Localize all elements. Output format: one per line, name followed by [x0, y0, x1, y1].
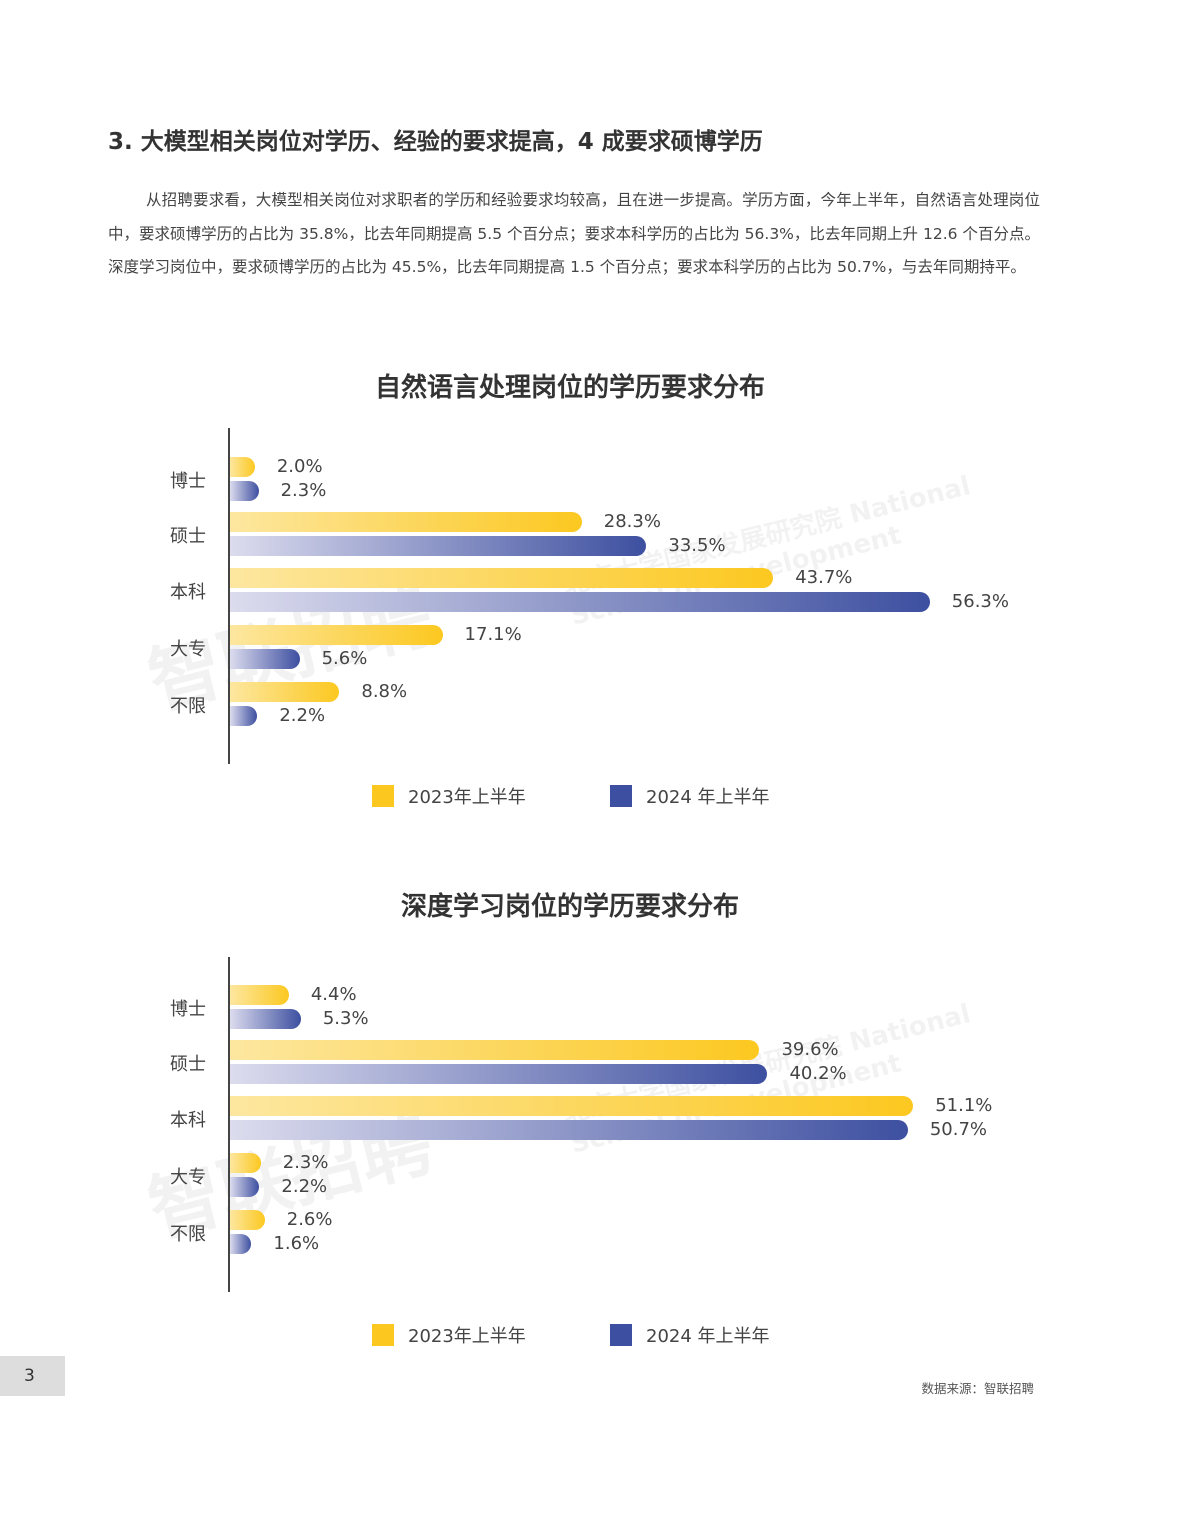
data-label: 33.5%	[668, 535, 726, 556]
legend-item: 2023年上半年	[372, 1322, 526, 1348]
bar-2023	[230, 1040, 760, 1060]
category-label: 本科	[170, 582, 206, 603]
category-label: 硕士	[170, 526, 206, 547]
bar-2023	[230, 457, 255, 477]
data-label: 1.6%	[273, 1233, 320, 1254]
category-label: 硕士	[170, 1054, 206, 1075]
category-label: 博士	[170, 471, 206, 492]
bar-2023	[230, 625, 443, 645]
category-label: 大专	[170, 639, 206, 660]
data-label: 2.6%	[286, 1209, 333, 1230]
bar-2023	[230, 1096, 914, 1116]
bar-2023	[230, 985, 289, 1005]
category-label: 博士	[170, 999, 206, 1020]
bar-2024	[230, 1009, 301, 1029]
legend-label: 2024 年上半年	[646, 787, 770, 808]
data-label: 2.0%	[276, 456, 323, 477]
data-label: 40.2%	[789, 1063, 847, 1084]
data-label: 50.7%	[929, 1119, 988, 1140]
data-label: 51.1%	[935, 1095, 993, 1116]
bar-2024	[230, 1177, 260, 1197]
category-label: 不限	[170, 1224, 206, 1245]
category-label: 本科	[170, 1110, 206, 1131]
data-label: 4.4%	[310, 984, 357, 1005]
bar-2023	[230, 568, 774, 588]
legend-swatch	[610, 1324, 632, 1346]
data-label: 2.2%	[279, 705, 326, 726]
legend-swatch	[372, 1324, 394, 1346]
data-source: 数据来源：智联招聘	[921, 1381, 1034, 1396]
data-label: 17.1%	[464, 624, 522, 645]
legend-label: 2023年上半年	[408, 1326, 526, 1347]
legend-item: 2023年上半年	[372, 783, 526, 809]
data-label: 43.7%	[795, 567, 853, 588]
bar-2023	[230, 1153, 261, 1173]
bar-2023	[230, 1210, 265, 1230]
legend-swatch	[372, 785, 394, 807]
body-paragraph: 从招聘要求看，大模型相关岗位对求职者的学历和经验要求均较高，且在进一步提高。学历…	[108, 191, 1040, 276]
bar-2024	[230, 536, 647, 556]
legend-label: 2024 年上半年	[646, 1326, 770, 1347]
data-label: 2.2%	[281, 1176, 328, 1197]
legend-item: 2024 年上半年	[610, 1322, 770, 1348]
bar-2023	[230, 682, 340, 702]
data-label: 2.3%	[282, 1152, 329, 1173]
data-label: 2.3%	[280, 480, 327, 501]
chart-title: 深度学习岗位的学历要求分布	[400, 892, 739, 922]
bar-2024	[230, 706, 258, 726]
page-number: 3	[0, 1356, 65, 1396]
data-label: 5.3%	[322, 1008, 369, 1029]
data-label: 28.3%	[603, 511, 661, 532]
bar-2024	[230, 592, 930, 612]
bar-2024	[230, 481, 259, 501]
category-label: 大专	[170, 1167, 206, 1188]
legend-swatch	[610, 785, 632, 807]
data-label: 8.8%	[361, 681, 408, 702]
legend-item: 2024 年上半年	[610, 783, 770, 809]
bar-2024	[230, 1120, 908, 1140]
y-axis	[228, 428, 230, 764]
chart-title: 自然语言处理岗位的学历要求分布	[374, 373, 765, 403]
bar-2024	[230, 649, 300, 669]
legend-label: 2023年上半年	[408, 787, 526, 808]
data-label: 39.6%	[781, 1039, 839, 1060]
section-heading: 3. 大模型相关岗位对学历、经验的要求提高，4 成要求硕博学历	[108, 129, 763, 155]
bar-2024	[230, 1064, 768, 1084]
y-axis	[228, 957, 230, 1292]
data-label: 56.3%	[951, 591, 1009, 612]
data-label: 5.6%	[321, 648, 368, 669]
category-label: 不限	[170, 696, 206, 717]
bar-2023	[230, 512, 582, 532]
bar-2024	[230, 1234, 252, 1254]
